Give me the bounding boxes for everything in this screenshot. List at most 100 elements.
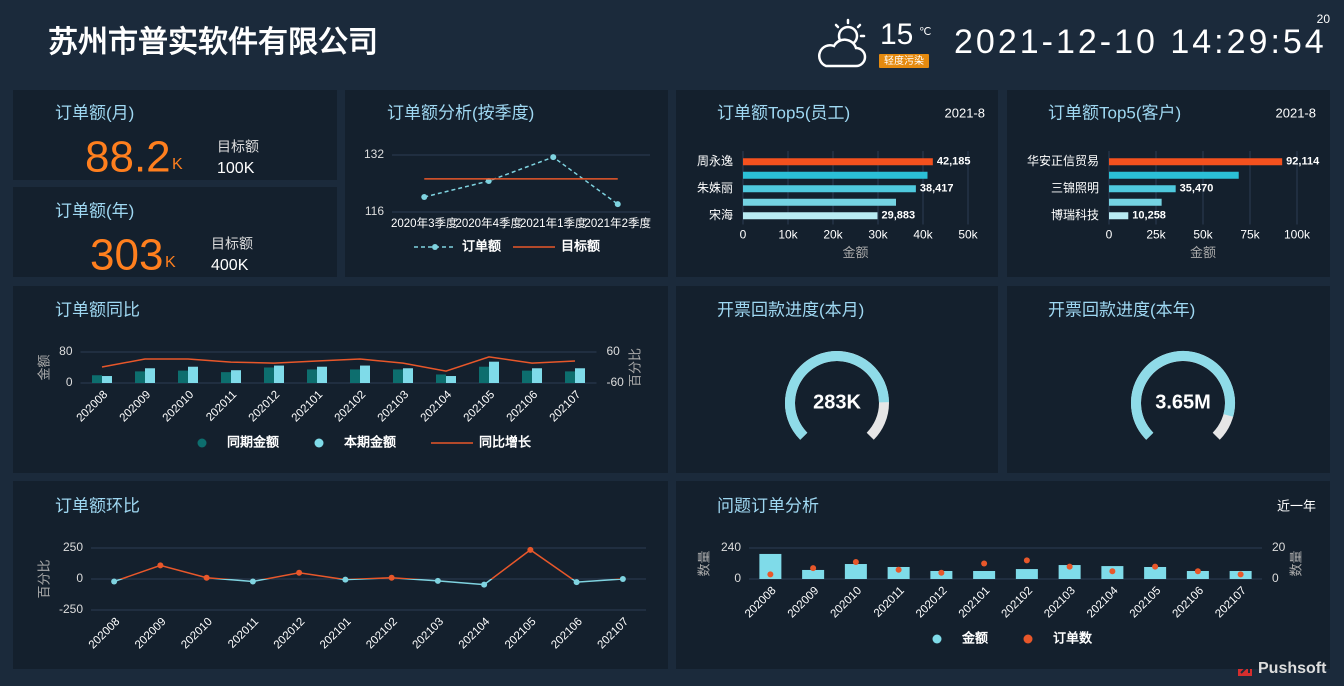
bar	[178, 370, 188, 383]
x-tick-label: 30k	[868, 228, 888, 242]
air-quality-badge	[879, 54, 929, 68]
data-point	[296, 569, 303, 576]
y-tick-label: 0	[1272, 571, 1279, 585]
temperature-unit: ℃	[919, 26, 931, 38]
bar	[844, 564, 867, 579]
x-tick-label: 2020年4季度	[456, 216, 523, 230]
data-point	[1023, 557, 1030, 564]
data-point	[767, 571, 774, 578]
bar	[1015, 569, 1038, 579]
y-tick-label: 三锦照明	[1051, 181, 1099, 195]
bar	[307, 369, 317, 383]
chart-subtitle: 近一年	[1277, 498, 1316, 513]
kpi-target: 400K	[211, 257, 249, 274]
kpi-title: 订单额(月)	[55, 103, 134, 122]
datetime: 2021-12-10 14:29:54	[954, 23, 1327, 61]
bar	[743, 198, 896, 206]
y-tick-label: 朱姝丽	[697, 180, 733, 195]
y-tick-label: 周永逸	[697, 154, 733, 168]
kpi-unit: K	[172, 156, 183, 173]
bar	[479, 366, 489, 383]
bar	[221, 372, 231, 383]
bar	[565, 371, 575, 383]
data-point	[573, 579, 580, 586]
data-point	[434, 577, 441, 584]
air-quality: 轻度污染	[884, 54, 924, 67]
y-tick-label: 0	[734, 571, 741, 585]
data-point	[550, 154, 557, 161]
kpi-unit: K	[165, 254, 176, 271]
data-point	[852, 558, 859, 565]
x-tick-label: 0	[1106, 228, 1113, 242]
value-label: 35,470	[1180, 183, 1214, 195]
chart-title: 订单额Top5(员工)	[717, 103, 850, 122]
logo-text: Pushsoft	[1258, 660, 1327, 677]
y-tick-label: 116	[365, 204, 384, 218]
bar	[264, 367, 274, 383]
chart-title: 问题订单分析	[717, 496, 819, 515]
gauge-fill	[785, 351, 889, 440]
legend-label: 目标额	[561, 238, 600, 253]
data-line	[113, 548, 623, 586]
data-point	[1237, 571, 1244, 578]
data-point	[1152, 563, 1159, 570]
bar	[743, 171, 928, 179]
data-point	[938, 569, 945, 576]
panel	[676, 286, 998, 473]
data-point	[421, 194, 428, 201]
bar	[446, 376, 456, 383]
legend-label: 金额	[961, 630, 988, 645]
x-tick-label: 2020年3季度	[391, 216, 458, 230]
data-point	[895, 566, 902, 573]
data-point	[527, 546, 534, 553]
kpi-value: 303	[90, 231, 163, 280]
bar	[92, 375, 102, 383]
y-tick-label: 宋海	[709, 207, 733, 222]
value-label: 42,185	[937, 156, 971, 168]
bar	[135, 371, 145, 383]
panel	[13, 481, 668, 669]
data-point	[481, 581, 488, 588]
y-tick-label: -60	[607, 375, 625, 389]
badge: 20	[1317, 12, 1331, 26]
kpi-target-label: 目标额	[217, 139, 259, 155]
y2-axis-label: 百分比	[627, 348, 642, 387]
chart-title: 订单额Top5(客户)	[1048, 103, 1181, 122]
chart-subtitle: 2021-8	[1276, 105, 1316, 120]
y-tick-label: 80	[59, 344, 73, 358]
bar	[102, 376, 112, 383]
panel	[13, 286, 668, 473]
legend-label: 同比增长	[479, 434, 532, 449]
data-point	[388, 574, 395, 581]
bar	[887, 566, 910, 579]
y-tick-label: 240	[721, 540, 741, 554]
kpi-value: 88.2	[85, 133, 171, 182]
bar	[532, 368, 542, 383]
panel	[676, 481, 1330, 669]
bar	[1144, 566, 1167, 579]
bar	[436, 374, 446, 383]
x-tick-label: 0	[740, 228, 747, 242]
kpi-target-label: 目标额	[211, 236, 253, 252]
x-axis-label: 金额	[1190, 245, 1216, 260]
gauge-value: 283K	[813, 391, 861, 413]
legend-marker	[314, 438, 324, 448]
bar	[743, 158, 933, 166]
bar	[802, 569, 825, 579]
data-point	[342, 576, 349, 583]
chart-title: 开票回款进度(本月)	[717, 300, 864, 319]
data-point	[1194, 568, 1201, 575]
x-tick-label: 2021年2季度	[585, 216, 652, 230]
temperature: 15	[880, 18, 913, 51]
bar	[522, 370, 532, 383]
bar	[350, 369, 360, 383]
gauge-fill	[1131, 351, 1235, 440]
x-axis-label: 金额	[842, 245, 868, 260]
data-point	[1109, 568, 1116, 575]
bar	[489, 361, 499, 383]
y-tick-label: -250	[59, 602, 83, 616]
y2-axis-label: 数量	[1288, 550, 1303, 576]
bar	[360, 365, 370, 383]
value-label: 29,883	[881, 210, 915, 222]
